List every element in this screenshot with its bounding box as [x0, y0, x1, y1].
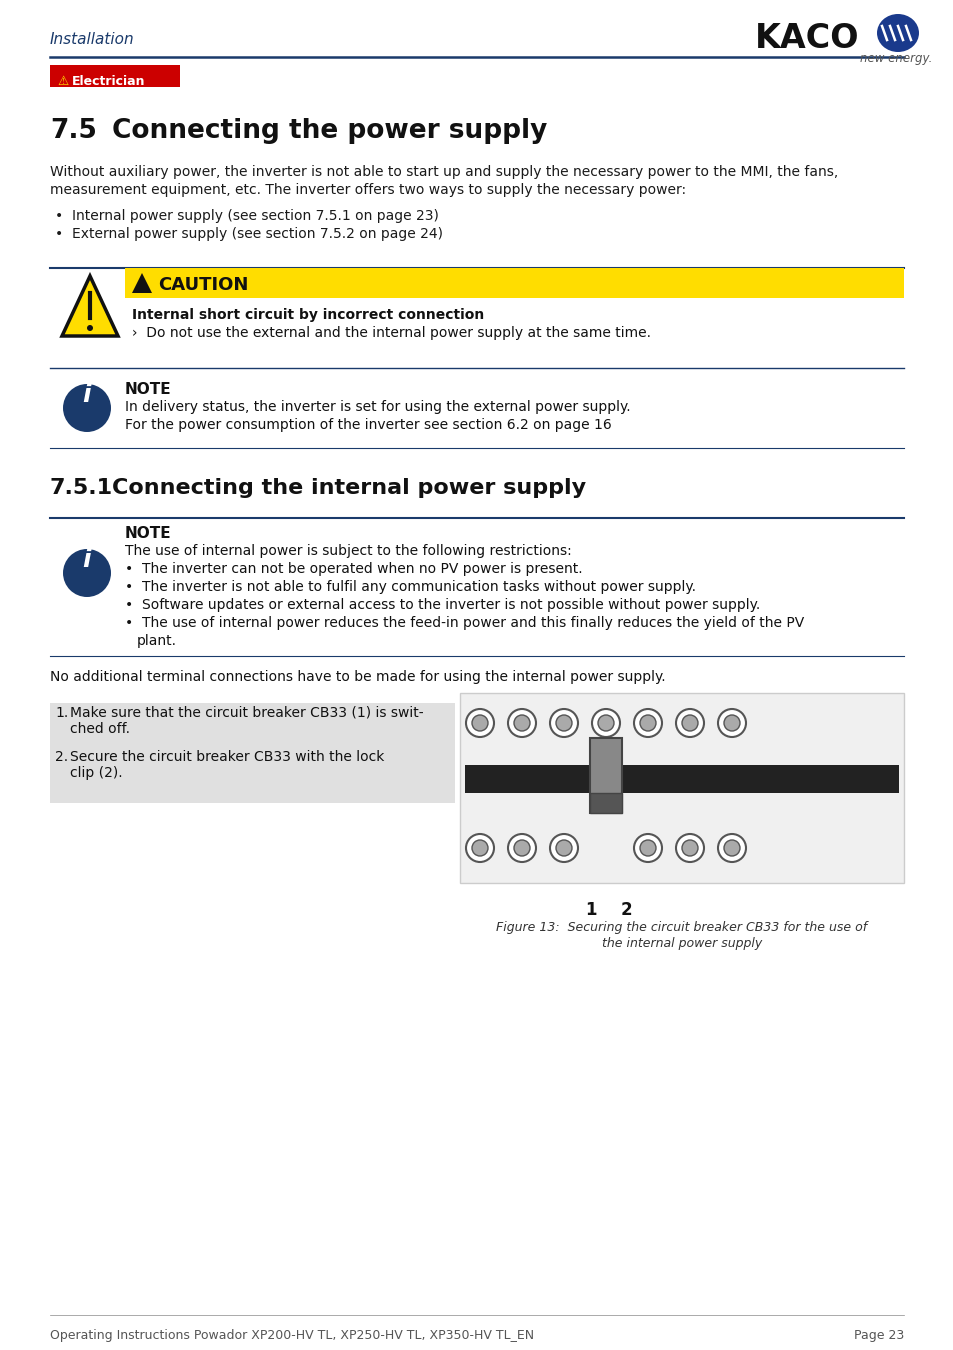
Circle shape	[472, 716, 488, 730]
Text: •  External power supply (see section 7.5.2 on page 24): • External power supply (see section 7.5…	[55, 227, 442, 242]
Text: KACO: KACO	[754, 22, 859, 54]
Circle shape	[718, 709, 745, 737]
FancyBboxPatch shape	[464, 765, 898, 792]
FancyBboxPatch shape	[50, 65, 180, 86]
Circle shape	[676, 834, 703, 863]
Text: plant.: plant.	[137, 634, 177, 648]
Circle shape	[723, 840, 740, 856]
Circle shape	[681, 716, 698, 730]
Circle shape	[681, 840, 698, 856]
Text: Page 23: Page 23	[853, 1328, 903, 1342]
Text: 7.5: 7.5	[50, 117, 97, 144]
Circle shape	[63, 383, 111, 432]
Polygon shape	[62, 275, 118, 336]
Circle shape	[550, 834, 578, 863]
Circle shape	[634, 709, 661, 737]
Circle shape	[598, 716, 614, 730]
Text: Make sure that the circuit breaker CB33 (1) is swit-
ched off.: Make sure that the circuit breaker CB33 …	[70, 706, 423, 736]
Circle shape	[63, 549, 111, 597]
Circle shape	[87, 325, 92, 331]
FancyBboxPatch shape	[589, 738, 621, 813]
Text: measurement equipment, etc. The inverter offers two ways to supply the necessary: measurement equipment, etc. The inverter…	[50, 184, 685, 197]
Text: new energy.: new energy.	[859, 53, 931, 65]
Circle shape	[507, 834, 536, 863]
Circle shape	[639, 840, 656, 856]
Text: •  The inverter can not be operated when no PV power is present.: • The inverter can not be operated when …	[125, 562, 582, 576]
Circle shape	[465, 834, 494, 863]
Text: The use of internal power is subject to the following restrictions:: The use of internal power is subject to …	[125, 544, 571, 558]
FancyBboxPatch shape	[125, 269, 903, 298]
FancyBboxPatch shape	[589, 792, 621, 813]
Text: 2.: 2.	[55, 751, 68, 764]
FancyBboxPatch shape	[459, 693, 903, 883]
Text: the internal power supply: the internal power supply	[601, 937, 761, 950]
Circle shape	[723, 716, 740, 730]
Circle shape	[550, 709, 578, 737]
FancyBboxPatch shape	[50, 703, 455, 803]
Text: Figure 13:  Securing the circuit breaker CB33 for the use of: Figure 13: Securing the circuit breaker …	[496, 921, 866, 934]
Text: 1.: 1.	[55, 706, 69, 720]
Ellipse shape	[876, 14, 918, 53]
Text: No additional terminal connections have to be made for using the internal power : No additional terminal connections have …	[50, 670, 665, 684]
Text: Operating Instructions Powador XP200-HV TL, XP250-HV TL, XP350-HV TL_EN: Operating Instructions Powador XP200-HV …	[50, 1328, 534, 1342]
Circle shape	[592, 709, 619, 737]
Text: Electrician: Electrician	[71, 76, 146, 88]
Circle shape	[514, 716, 530, 730]
Text: •  Software updates or external access to the inverter is not possible without p: • Software updates or external access to…	[125, 598, 760, 612]
Circle shape	[465, 709, 494, 737]
Text: Connecting the internal power supply: Connecting the internal power supply	[112, 478, 585, 498]
Text: For the power consumption of the inverter see section 6.2 on page 16: For the power consumption of the inverte…	[125, 418, 611, 432]
Text: CAUTION: CAUTION	[158, 275, 248, 294]
Text: •  Internal power supply (see section 7.5.1 on page 23): • Internal power supply (see section 7.5…	[55, 209, 438, 223]
Circle shape	[634, 834, 661, 863]
Text: ⚠: ⚠	[57, 76, 69, 88]
Text: NOTE: NOTE	[125, 382, 172, 397]
Text: ›  Do not use the external and the internal power supply at the same time.: › Do not use the external and the intern…	[132, 325, 650, 340]
Circle shape	[676, 709, 703, 737]
Text: i: i	[83, 548, 91, 572]
Text: Internal short circuit by incorrect connection: Internal short circuit by incorrect conn…	[132, 308, 484, 323]
Text: 1: 1	[584, 900, 597, 919]
Circle shape	[639, 716, 656, 730]
Text: NOTE: NOTE	[125, 526, 172, 541]
Circle shape	[556, 716, 572, 730]
Circle shape	[556, 840, 572, 856]
Circle shape	[514, 840, 530, 856]
Circle shape	[718, 834, 745, 863]
Text: •  The use of internal power reduces the feed-in power and this finally reduces : • The use of internal power reduces the …	[125, 616, 803, 630]
Text: Without auxiliary power, the inverter is not able to start up and supply the nec: Without auxiliary power, the inverter is…	[50, 165, 838, 180]
Circle shape	[472, 840, 488, 856]
Text: 7.5.1: 7.5.1	[50, 478, 113, 498]
Polygon shape	[132, 273, 152, 293]
Text: In delivery status, the inverter is set for using the external power supply.: In delivery status, the inverter is set …	[125, 400, 630, 414]
Text: Installation: Installation	[50, 32, 134, 47]
Text: 2: 2	[619, 900, 631, 919]
Text: Connecting the power supply: Connecting the power supply	[112, 117, 547, 144]
Text: i: i	[83, 383, 91, 406]
Text: Secure the circuit breaker CB33 with the lock
clip (2).: Secure the circuit breaker CB33 with the…	[70, 751, 384, 780]
Text: •  The inverter is not able to fulfil any communication tasks without power supp: • The inverter is not able to fulfil any…	[125, 580, 696, 594]
Circle shape	[507, 709, 536, 737]
